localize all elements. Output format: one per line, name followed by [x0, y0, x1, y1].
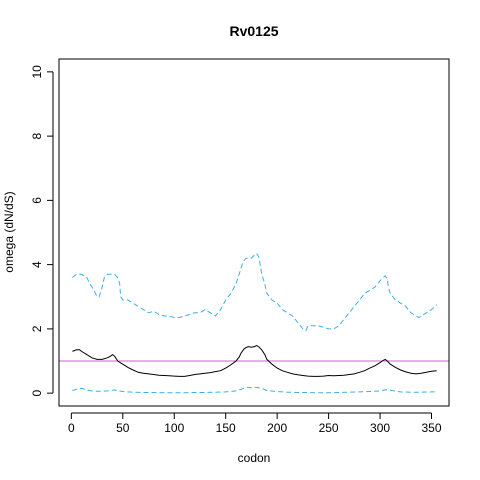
y-axis: 0 2 4 6 8 10: [30, 65, 54, 396]
x-tick-label: 100: [164, 421, 184, 435]
x-tick-label: 50: [116, 421, 130, 435]
x-tick-label: 150: [216, 421, 236, 435]
series-line-estimate: [72, 345, 437, 377]
y-tick-label: 8: [30, 132, 44, 139]
x-axis: 0 50 100 150 200 250 300 350: [68, 412, 442, 435]
series-line-upper: [72, 252, 438, 332]
series-layer: [59, 252, 449, 394]
y-tick-label: 10: [30, 65, 44, 79]
x-tick-label: 200: [267, 421, 287, 435]
chart-title: Rv0125: [229, 23, 278, 39]
x-tick-label: 300: [370, 421, 390, 435]
y-tick-label: 0: [30, 389, 44, 396]
x-tick-label: 250: [319, 421, 339, 435]
x-tick-label: 0: [68, 421, 75, 435]
plot-frame: [58, 58, 450, 407]
series-line-lower: [72, 386, 437, 394]
y-tick-label: 2: [30, 325, 44, 332]
y-tick-label: 4: [30, 261, 44, 268]
x-axis-label: codon: [238, 451, 271, 465]
y-axis-label: omega (dN/dS): [2, 191, 16, 272]
y-tick-label: 6: [30, 197, 44, 204]
x-tick-label: 350: [421, 421, 441, 435]
